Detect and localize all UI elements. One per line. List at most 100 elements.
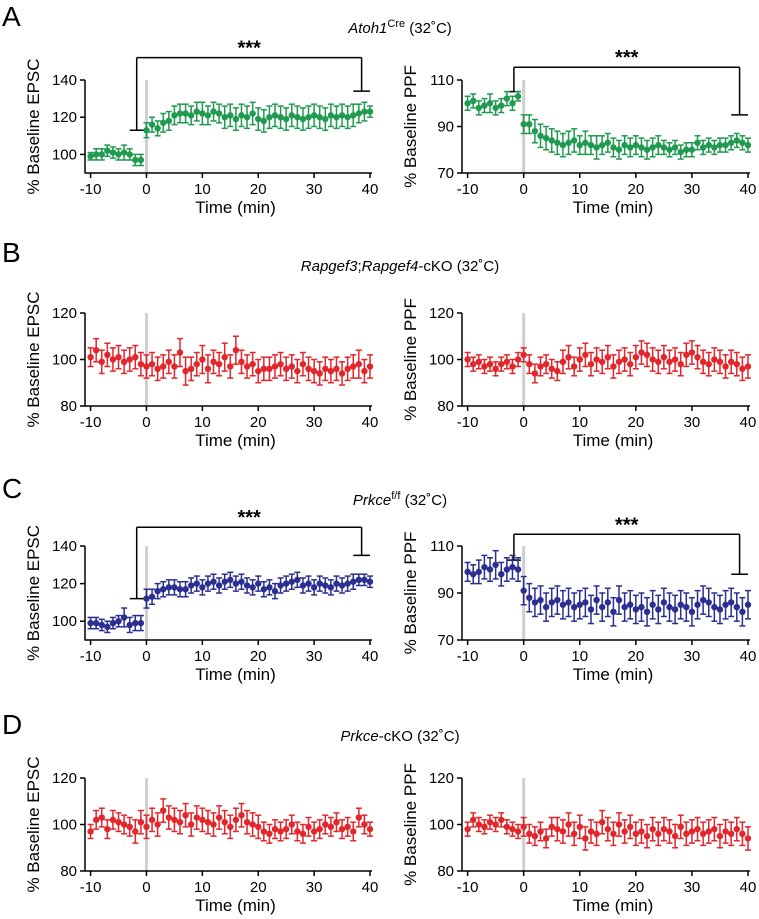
data-point-group <box>526 823 533 844</box>
data-point-group <box>632 821 640 847</box>
data-point <box>509 100 516 107</box>
data-point-group <box>615 812 623 837</box>
data-point-group <box>593 135 600 160</box>
data-point-group <box>705 819 712 844</box>
data-point <box>338 370 346 377</box>
data-point-group <box>98 349 105 375</box>
x-tick-label: 0 <box>520 414 528 431</box>
data-point <box>350 112 357 119</box>
data-point-group <box>132 614 139 632</box>
data-point <box>344 114 351 121</box>
data-point-group <box>542 125 550 151</box>
data-point <box>361 108 368 115</box>
data-point-group <box>221 342 228 372</box>
data-point-group <box>350 821 357 842</box>
data-point-group <box>576 589 583 620</box>
data-point <box>542 360 550 368</box>
data-point <box>610 830 617 837</box>
data-point <box>227 576 234 584</box>
y-axis-label: % Baseline EPSC <box>24 291 43 427</box>
data-point-group <box>739 821 746 847</box>
x-tick-label: 0 <box>142 414 150 431</box>
data-point-group <box>199 807 206 833</box>
x-tick-label: -10 <box>80 648 102 665</box>
data-series <box>464 549 752 627</box>
data-point-group <box>688 596 696 627</box>
data-point-group <box>565 130 572 156</box>
data-point-group <box>598 349 606 375</box>
data-point-group <box>744 137 752 153</box>
data-point-group <box>492 816 499 833</box>
data-point-group <box>559 349 567 375</box>
data-point-group <box>481 358 488 375</box>
data-point <box>610 363 617 370</box>
data-point-group <box>475 816 483 833</box>
data-point-group <box>193 575 200 592</box>
data-series <box>87 101 374 167</box>
y-tick-label: 120 <box>429 770 454 787</box>
data-point <box>215 582 223 589</box>
data-point-group <box>649 137 656 158</box>
x-tick-label: 40 <box>740 414 757 431</box>
data-point-group <box>655 135 662 156</box>
data-point <box>548 599 555 606</box>
data-point <box>531 599 539 606</box>
y-tick-label: 90 <box>437 119 454 136</box>
data-point <box>475 568 483 576</box>
data-point-group <box>288 354 295 379</box>
data-point-group <box>176 337 184 368</box>
data-point-group <box>87 616 94 630</box>
data-series <box>464 340 752 384</box>
y-axis-label: % Baseline PPF <box>401 298 420 421</box>
data-point-group <box>282 575 290 592</box>
data-point-group <box>294 571 301 589</box>
data-point-group <box>576 347 583 372</box>
data-point-group <box>187 812 195 837</box>
y-tick-label: 70 <box>437 165 454 182</box>
data-point <box>688 146 696 153</box>
data-point <box>148 816 156 824</box>
data-point <box>232 347 240 354</box>
data-point-group <box>509 821 516 837</box>
data-point <box>503 823 511 831</box>
data-point <box>699 144 707 151</box>
data-point <box>132 828 139 835</box>
data-point-group <box>559 819 567 844</box>
panel-title-c: Prkcef/f (32˚C) <box>353 490 447 509</box>
data-point-group <box>322 577 329 594</box>
data-point-group <box>531 587 539 618</box>
data-point-group <box>322 356 329 382</box>
data-point <box>109 816 117 824</box>
data-point-group <box>688 142 696 158</box>
data-point <box>565 821 572 828</box>
x-tick-label: 20 <box>250 648 267 665</box>
data-point <box>132 353 139 361</box>
x-tick-label: 30 <box>306 181 323 198</box>
data-point-group <box>154 582 161 600</box>
data-point <box>210 578 217 585</box>
y-tick-label: 100 <box>52 817 77 834</box>
data-point <box>598 141 606 149</box>
data-point <box>255 367 262 375</box>
data-point-group <box>582 342 589 368</box>
data-point-group <box>554 130 561 156</box>
data-point-group <box>266 823 273 844</box>
data-point-group <box>655 594 662 625</box>
data-point-group <box>282 356 290 382</box>
data-point-group <box>638 340 645 365</box>
data-point <box>322 365 329 372</box>
data-point <box>104 351 111 359</box>
data-point <box>137 156 145 164</box>
data-point-group <box>193 101 200 122</box>
data-point-group <box>87 151 94 161</box>
data-point <box>576 823 583 831</box>
data-point <box>299 360 307 368</box>
data-point <box>683 603 690 611</box>
data-point <box>666 358 673 366</box>
data-point <box>699 830 707 837</box>
data-point <box>627 144 634 151</box>
data-point-group <box>238 349 245 375</box>
data-point <box>355 360 363 368</box>
data-point-group <box>655 821 662 847</box>
